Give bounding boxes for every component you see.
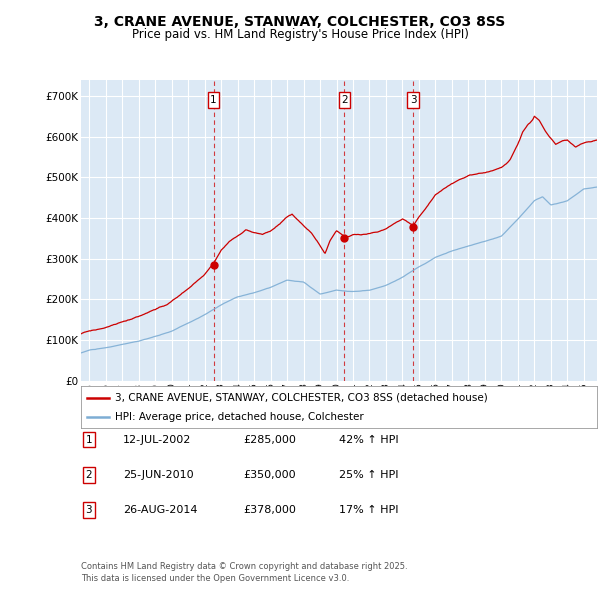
Text: 26-AUG-2014: 26-AUG-2014 [123,506,197,515]
Text: £350,000: £350,000 [243,470,296,480]
Text: Contains HM Land Registry data © Crown copyright and database right 2025.
This d: Contains HM Land Registry data © Crown c… [81,562,407,583]
Text: £285,000: £285,000 [243,435,296,444]
Text: 42% ↑ HPI: 42% ↑ HPI [339,435,398,444]
Text: 1: 1 [85,435,92,444]
Text: Price paid vs. HM Land Registry's House Price Index (HPI): Price paid vs. HM Land Registry's House … [131,28,469,41]
Text: 3: 3 [410,95,416,105]
Text: 3, CRANE AVENUE, STANWAY, COLCHESTER, CO3 8SS: 3, CRANE AVENUE, STANWAY, COLCHESTER, CO… [94,15,506,29]
Text: 3, CRANE AVENUE, STANWAY, COLCHESTER, CO3 8SS (detached house): 3, CRANE AVENUE, STANWAY, COLCHESTER, CO… [115,392,487,402]
Text: £378,000: £378,000 [243,506,296,515]
Text: 12-JUL-2002: 12-JUL-2002 [123,435,191,444]
Text: HPI: Average price, detached house, Colchester: HPI: Average price, detached house, Colc… [115,412,363,422]
Text: 2: 2 [341,95,348,105]
Text: 25% ↑ HPI: 25% ↑ HPI [339,470,398,480]
Text: 25-JUN-2010: 25-JUN-2010 [123,470,194,480]
Text: 17% ↑ HPI: 17% ↑ HPI [339,506,398,515]
Text: 1: 1 [210,95,217,105]
Text: 2: 2 [85,470,92,480]
Text: 3: 3 [85,506,92,515]
